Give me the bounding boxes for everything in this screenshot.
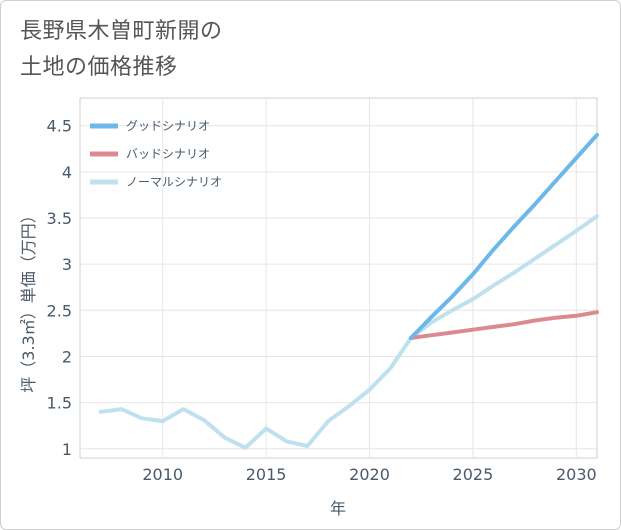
y-tick-label: 3.5 bbox=[47, 209, 72, 228]
x-tick-label: 2025 bbox=[453, 465, 494, 484]
series-line-2 bbox=[98, 214, 599, 450]
series-lines bbox=[98, 132, 599, 450]
legend-label: グッドシナリオ bbox=[126, 119, 210, 133]
y-axis-title: 坪（3.3㎡）単価（万円） bbox=[19, 207, 38, 392]
y-gridlines bbox=[80, 125, 597, 450]
chart-title-line1: 長野県木曽町新開の bbox=[20, 19, 223, 44]
plot-area bbox=[79, 97, 598, 459]
y-tick-label: 3 bbox=[62, 255, 72, 274]
x-axis-title: 年 bbox=[330, 499, 346, 518]
chart-title-line2: 土地の価格推移 bbox=[20, 55, 178, 80]
y-tick-label: 1 bbox=[62, 440, 72, 459]
series-line-1 bbox=[408, 310, 599, 340]
y-tick-label: 2 bbox=[62, 347, 72, 366]
y-tick-label: 2.5 bbox=[47, 301, 72, 320]
y-tick-labels: 1 1.5 2 2.5 3 3.5 4 4.5 bbox=[47, 117, 72, 459]
x-tick-label: 2030 bbox=[556, 465, 597, 484]
x-tick-label: 2010 bbox=[142, 465, 183, 484]
x-tick-labels: 2010 2015 2020 2025 2030 bbox=[142, 465, 596, 484]
chart-title: 長野県木曽町新開の 土地の価格推移 bbox=[20, 14, 223, 86]
y-tick-label: 4.5 bbox=[47, 117, 72, 136]
x-tick-label: 2020 bbox=[349, 465, 390, 484]
legend-label: バッドシナリオ bbox=[126, 147, 210, 161]
series-line-0 bbox=[408, 132, 599, 340]
legend-label: ノーマルシナリオ bbox=[126, 175, 222, 189]
x-tick-label: 2015 bbox=[246, 465, 287, 484]
y-tick-label: 1.5 bbox=[47, 394, 72, 413]
y-tick-label: 4 bbox=[62, 163, 72, 182]
